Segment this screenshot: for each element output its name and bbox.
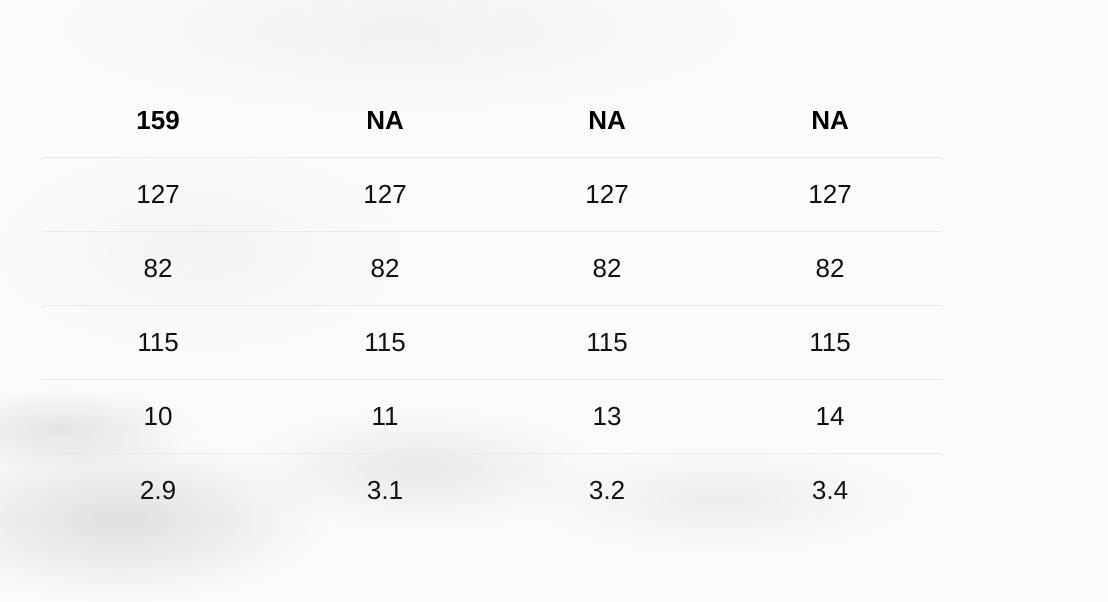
- table-cell: 82: [496, 231, 718, 306]
- table-cell: 82: [274, 231, 496, 306]
- table-cell: 14: [718, 379, 942, 454]
- table-cell: 2.9: [139, 475, 177, 505]
- header-cell: NA: [718, 84, 942, 158]
- table-row: 115 115 115 115: [42, 305, 942, 380]
- table-cell: 82: [42, 231, 274, 306]
- table-cell: 82: [718, 231, 942, 306]
- header-cell: 159: [42, 84, 274, 158]
- table-cell: 127: [274, 157, 496, 232]
- table-cell: 115: [42, 305, 274, 380]
- table-cell: 13: [496, 379, 718, 454]
- table-cell: 10: [42, 379, 274, 454]
- table-cell: 3.1: [366, 475, 404, 505]
- table-cell: 127: [496, 157, 718, 232]
- table-row: 10 11 13 14: [42, 379, 942, 454]
- table-cell: 3.2: [588, 475, 626, 505]
- table-header-row: 159 NA NA NA: [42, 84, 942, 158]
- table-cell: 3.4: [811, 475, 849, 505]
- table-cell: 11: [274, 379, 496, 454]
- table-cell: 127: [42, 157, 274, 232]
- table-cell: 127: [718, 157, 942, 232]
- header-cell: NA: [274, 84, 496, 158]
- table-cell: 115: [274, 305, 496, 380]
- header-cell: NA: [496, 84, 718, 158]
- table-row: 2.9 3.1 3.2 3.4: [42, 454, 942, 528]
- table-cell: 115: [496, 305, 718, 380]
- data-table: 159 NA NA NA 127 127 127 127 82 82 82 82…: [42, 84, 942, 527]
- table-row: 127 127 127 127: [42, 157, 942, 232]
- table-cell: 115: [718, 305, 942, 380]
- table-row: 82 82 82 82: [42, 231, 942, 306]
